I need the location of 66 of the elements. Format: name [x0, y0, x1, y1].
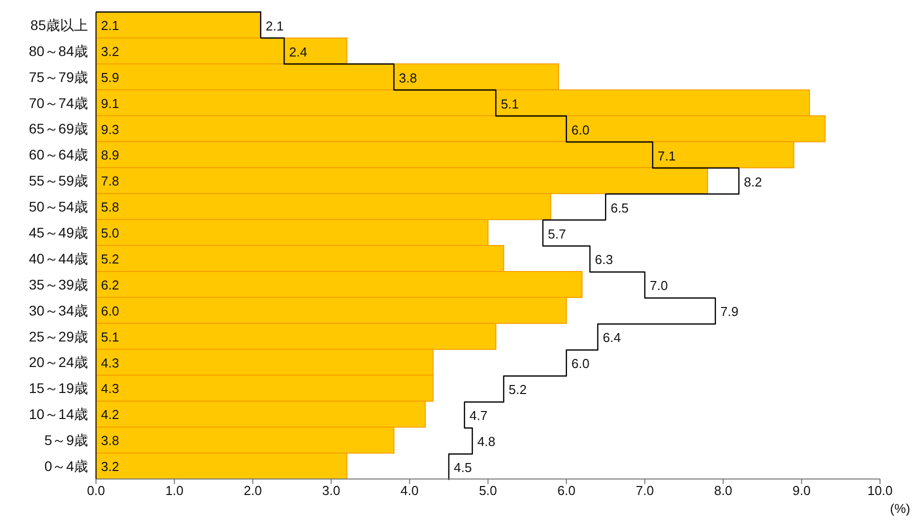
data-label: 5.2: [101, 252, 120, 266]
data-label: 6.4: [602, 330, 621, 346]
y-tick-label: 80～84歳: [28, 42, 88, 59]
data-label: 3.8: [101, 433, 120, 448]
y-tick-label: 0～4歳: [44, 458, 88, 474]
x-tick-label: 5.0: [478, 483, 498, 498]
data-label: 3.2: [101, 44, 120, 59]
x-tick-label: 3.0: [322, 483, 340, 498]
data-label: 5.2: [508, 382, 527, 397]
data-label: 6.2: [101, 277, 120, 292]
x-tick-label: 10.0: [867, 483, 893, 498]
data-label: 5.9: [101, 70, 120, 85]
data-label: 5.8: [101, 200, 120, 215]
y-tick-label: 20～24歳: [28, 354, 88, 370]
y-tick-label: 45～49歳: [28, 224, 88, 240]
data-label: 5.7: [548, 226, 566, 242]
data-label: 2.4: [289, 44, 308, 60]
data-label: 9.1: [101, 96, 120, 111]
x-tick-label: 4.0: [400, 483, 419, 498]
data-label: 6.0: [571, 356, 590, 371]
x-axis-title: (%): [890, 501, 910, 516]
data-label: 6.0: [101, 303, 120, 318]
x-tick-label: 7.0: [636, 483, 654, 498]
data-label: 3.2: [101, 459, 120, 474]
data-label: 4.8: [477, 434, 496, 449]
y-tick-label: 10～14歳: [28, 406, 88, 422]
x-tick-label: 0.0: [86, 483, 106, 498]
data-label: 2.1: [266, 18, 284, 34]
y-tick-label: 55～59歳: [28, 172, 88, 189]
data-label: 5.1: [500, 96, 519, 112]
data-label: 5.1: [101, 329, 120, 344]
data-label: 5.0: [101, 226, 120, 241]
data-label: 4.7: [469, 408, 488, 423]
y-tick-label: 75～79歳: [28, 68, 88, 85]
y-tick-label: 70～74歳: [28, 94, 88, 111]
data-label: 4.3: [101, 355, 120, 370]
y-tick-label: 65～69歳: [28, 120, 88, 137]
data-label: 2.1: [101, 18, 120, 33]
y-tick-label: 60～64歳: [28, 146, 88, 163]
y-tick-label: 30～34歳: [28, 302, 88, 318]
data-label: 4.2: [101, 407, 120, 422]
x-tick-label: 2.0: [244, 483, 262, 498]
x-tick-label: 1.0: [165, 483, 184, 498]
data-label: 7.8: [101, 174, 120, 189]
x-tick-label: 6.0: [557, 483, 576, 498]
y-tick-label: 40～44歳: [28, 250, 88, 266]
y-tick-label: 50～54歳: [28, 198, 88, 215]
data-label: 8.2: [744, 174, 762, 190]
data-label: 7.1: [658, 148, 676, 164]
data-label: 7.9: [720, 304, 738, 320]
data-label: 7.0: [650, 278, 668, 294]
data-label: 4.3: [101, 381, 120, 396]
y-tick-label: 5～9歳: [44, 432, 88, 448]
data-label: 4.5: [454, 460, 472, 475]
y-tick-label: 15～19歳: [28, 380, 88, 396]
y-tick-label: 35～39歳: [28, 276, 88, 292]
data-label: 6.5: [610, 200, 629, 216]
data-label: 6.3: [594, 252, 613, 268]
data-label: 3.8: [398, 70, 417, 86]
data-label: 6.0: [571, 122, 590, 138]
y-tick-label: 85歳以上: [30, 16, 88, 33]
y-tick-label: 25～29歳: [28, 328, 88, 344]
data-label: 9.3: [101, 122, 120, 137]
data-label: 8.9: [101, 148, 120, 163]
x-tick-label: 9.0: [792, 483, 811, 498]
x-tick-label: 8.0: [714, 483, 732, 498]
